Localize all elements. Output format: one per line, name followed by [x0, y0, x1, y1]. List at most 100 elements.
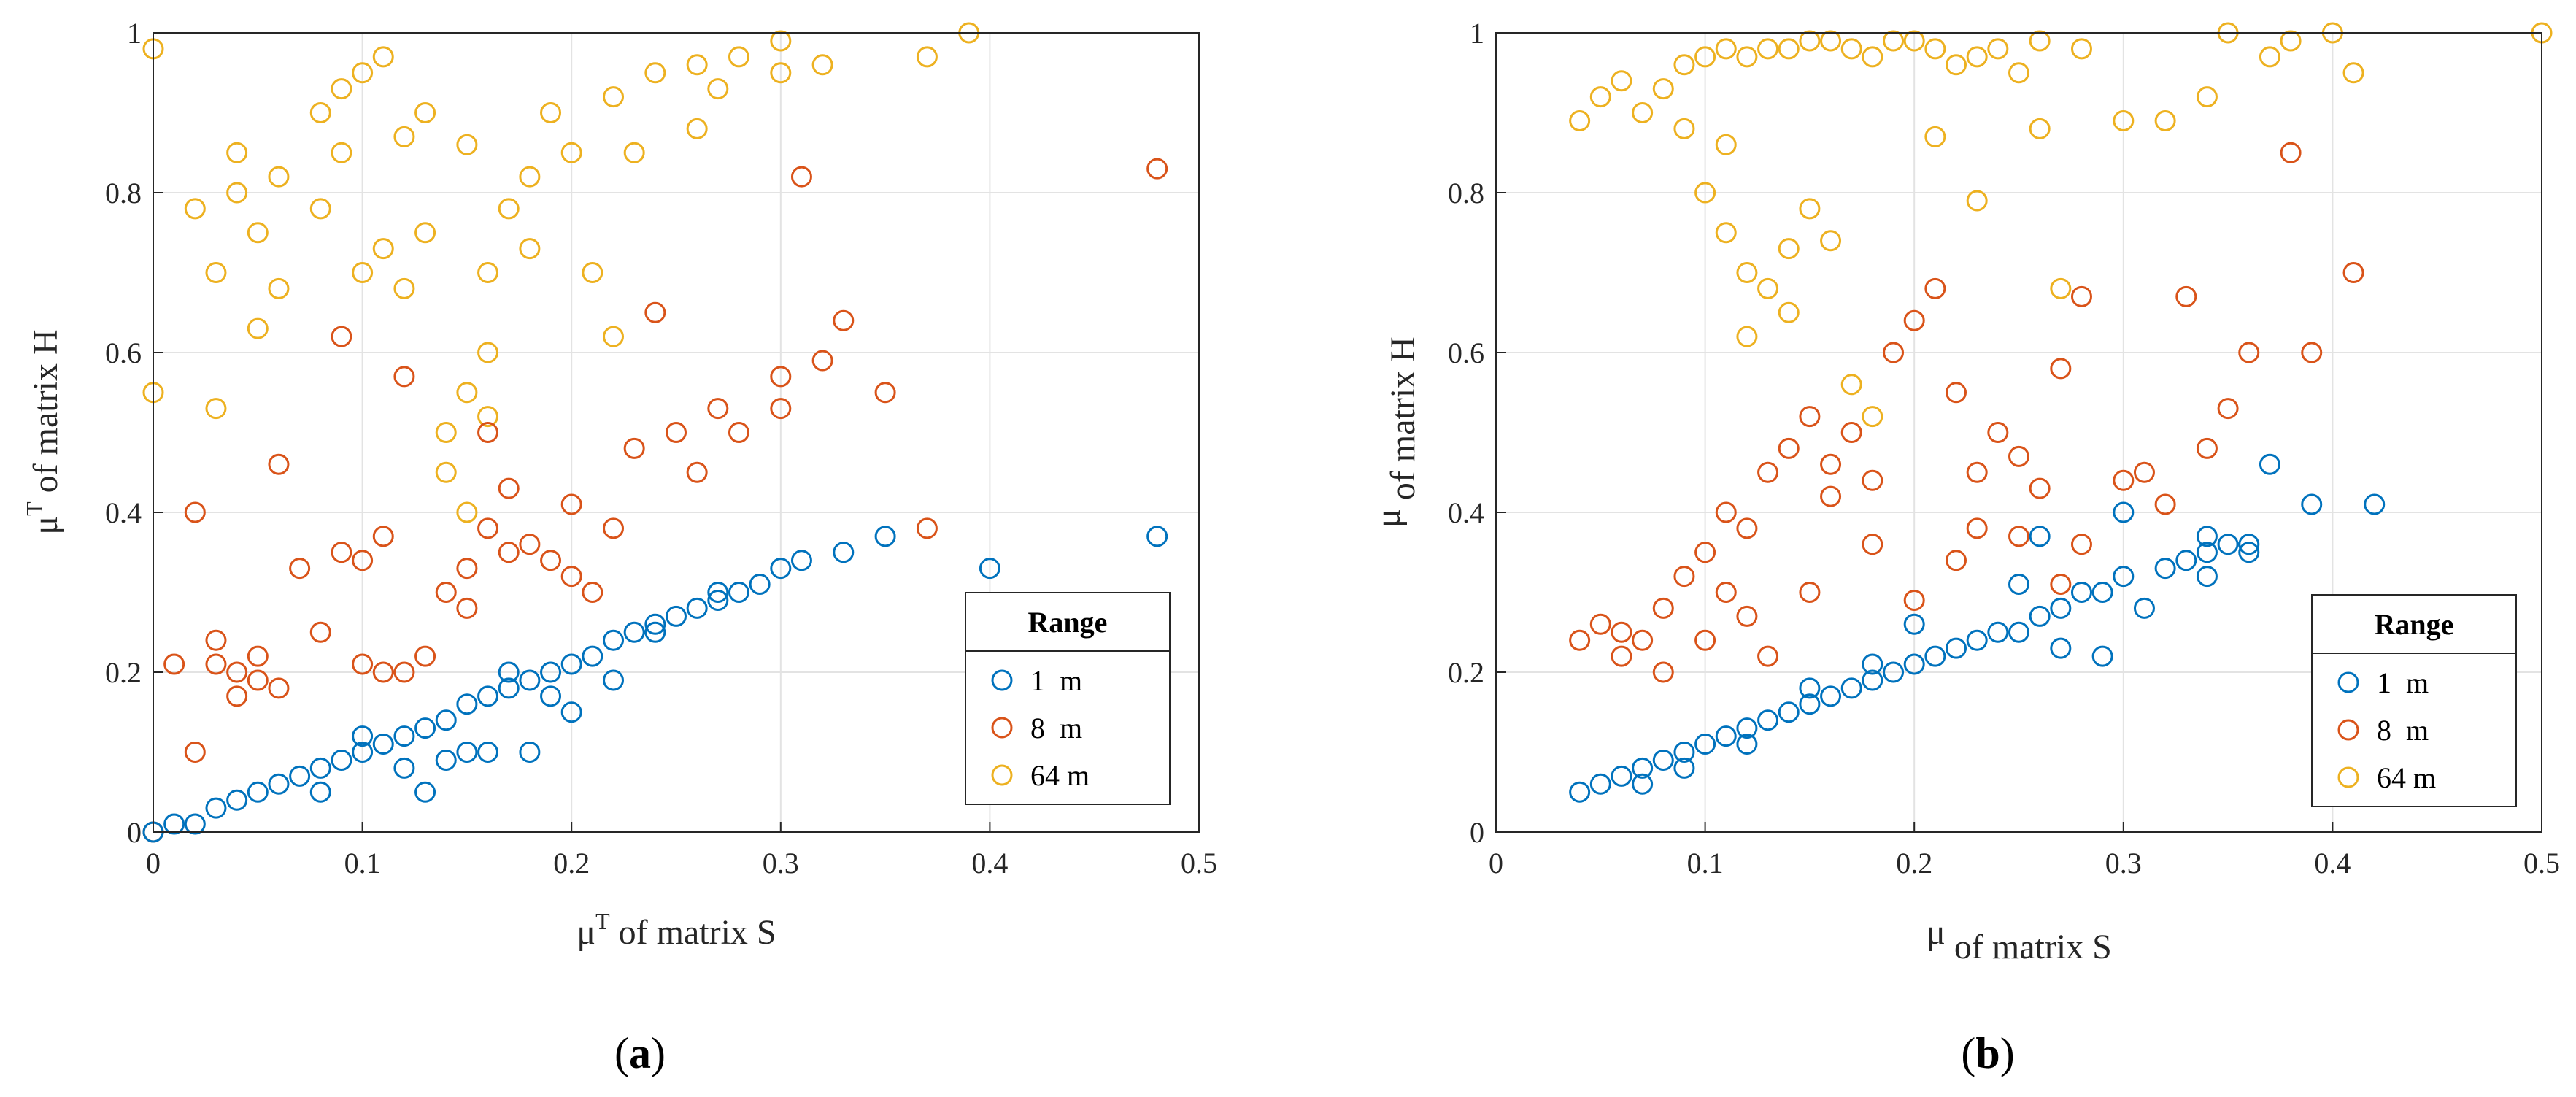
data-point-64m-b — [1673, 54, 1695, 76]
axes-box-b — [1495, 32, 2542, 833]
x-tick-label-b: 0.4 — [2314, 847, 2351, 879]
data-point-64m-a — [226, 142, 248, 163]
y-tick-label-b: 0 — [1470, 816, 1484, 849]
data-point-8m-b — [1987, 422, 2009, 443]
data-point-8m-a — [623, 437, 645, 459]
x-tick-label-a: 0.1 — [344, 847, 381, 879]
data-point-64m-b — [1715, 38, 1737, 60]
data-point-64m-b — [1736, 326, 1758, 347]
data-point-1m-b — [1987, 621, 2009, 643]
data-point-1m-b — [2029, 526, 2051, 547]
data-point-64m-a — [582, 262, 603, 283]
data-point-64m-a — [352, 62, 374, 84]
data-point-64m-a — [372, 46, 394, 68]
data-point-8m-a — [666, 422, 687, 443]
data-point-64m-a — [184, 198, 206, 220]
data-point-1m-a — [686, 597, 708, 619]
data-point-1m-a — [770, 558, 792, 580]
data-point-8m-a — [247, 669, 269, 691]
data-point-64m-a — [686, 118, 708, 139]
data-point-8m-b — [1966, 461, 1988, 483]
data-point-8m-a — [770, 366, 792, 388]
data-point-1m-a — [184, 813, 206, 835]
data-point-1m-a — [582, 645, 603, 667]
data-point-1m-b — [2050, 637, 2072, 659]
panel-label-a: (a) — [614, 1029, 666, 1077]
data-point-1m-a — [707, 589, 729, 611]
legend-title-b: Range — [2375, 608, 2454, 641]
data-point-64m-b — [1966, 46, 1988, 68]
data-point-64m-a — [770, 62, 792, 84]
data-point-8m-a — [435, 582, 457, 603]
data-point-64m-b — [1569, 109, 1591, 131]
data-point-8m-b — [2050, 358, 2072, 380]
data-point-64m-a — [623, 142, 645, 163]
x-tick-label-b: 0 — [1489, 847, 1503, 879]
x-tick-label-a: 0.2 — [553, 847, 590, 879]
data-point-1m-b — [2238, 534, 2260, 555]
data-point-64m-b — [1862, 46, 1883, 68]
data-point-64m-a — [205, 398, 227, 420]
data-point-8m-b — [1611, 645, 1632, 667]
data-point-64m-a — [519, 238, 541, 260]
data-point-1m-a — [477, 685, 499, 707]
data-point-1m-b — [2259, 453, 2280, 475]
data-point-64m-a — [603, 326, 625, 347]
data-point-8m-a — [205, 653, 227, 675]
data-point-8m-a — [331, 326, 352, 347]
data-point-64m-a — [414, 222, 436, 244]
data-point-64m-a — [309, 198, 331, 220]
data-point-8m-b — [1883, 342, 1905, 363]
data-point-64m-a — [477, 406, 499, 428]
y-tick-label-b: 0.2 — [1448, 656, 1484, 689]
data-point-1m-b — [2008, 574, 2029, 596]
y-tick-label-b: 0.6 — [1448, 336, 1484, 369]
data-point-1m-a — [644, 621, 666, 643]
x-tick-label-a: 0 — [146, 847, 161, 879]
data-point-64m-b — [1736, 262, 1758, 283]
data-point-8m-b — [1632, 629, 1654, 651]
data-point-1m-a — [603, 629, 625, 651]
data-point-64m-a — [205, 262, 227, 283]
data-point-8m-a — [414, 645, 436, 667]
y-tick-label-b: 0.8 — [1448, 177, 1484, 209]
data-point-1m-a — [707, 582, 729, 603]
data-point-8m-b — [1569, 629, 1591, 651]
data-point-1m-a — [393, 757, 415, 779]
data-point-8m-b — [2301, 342, 2323, 363]
data-point-1m-b — [2113, 566, 2135, 588]
data-point-1m-b — [1736, 734, 1758, 755]
data-point-8m-b — [1715, 582, 1737, 603]
data-point-1m-b — [1946, 637, 1967, 659]
data-point-64m-a — [811, 54, 833, 76]
data-point-64m-a — [226, 182, 248, 204]
data-point-8m-b — [1778, 437, 1800, 459]
y-tick-label-a: 0.8 — [105, 177, 142, 209]
data-point-64m-a — [456, 134, 478, 155]
data-point-64m-a — [728, 46, 749, 68]
data-point-1m-a — [414, 781, 436, 803]
data-point-8m-a — [498, 477, 520, 499]
data-point-1m-b — [1778, 701, 1800, 723]
data-point-8m-b — [1715, 501, 1737, 523]
data-point-1m-a — [331, 749, 352, 771]
legend-b: Range 1 m 8 m 64 m — [2311, 594, 2517, 807]
data-point-8m-a — [560, 566, 582, 588]
data-point-1m-b — [1862, 653, 1883, 675]
data-point-64m-b — [1757, 277, 1779, 299]
data-point-8m-a — [372, 526, 394, 547]
data-point-8m-b — [1694, 629, 1716, 651]
data-point-8m-a — [519, 534, 541, 555]
data-point-1m-b — [1840, 677, 1862, 699]
data-point-1m-a — [414, 717, 436, 739]
data-point-1m-b — [2196, 542, 2218, 563]
data-point-64m-a — [331, 142, 352, 163]
data-point-1m-a — [749, 574, 771, 596]
data-point-1m-b — [1883, 661, 1905, 683]
data-point-8m-a — [790, 166, 812, 188]
data-point-8m-b — [2029, 477, 2051, 499]
panel-label-b: (b) — [1961, 1029, 2014, 1077]
series-1m-a — [142, 526, 1168, 843]
data-point-64m-b — [1799, 198, 1821, 220]
markers-a — [142, 22, 1168, 843]
